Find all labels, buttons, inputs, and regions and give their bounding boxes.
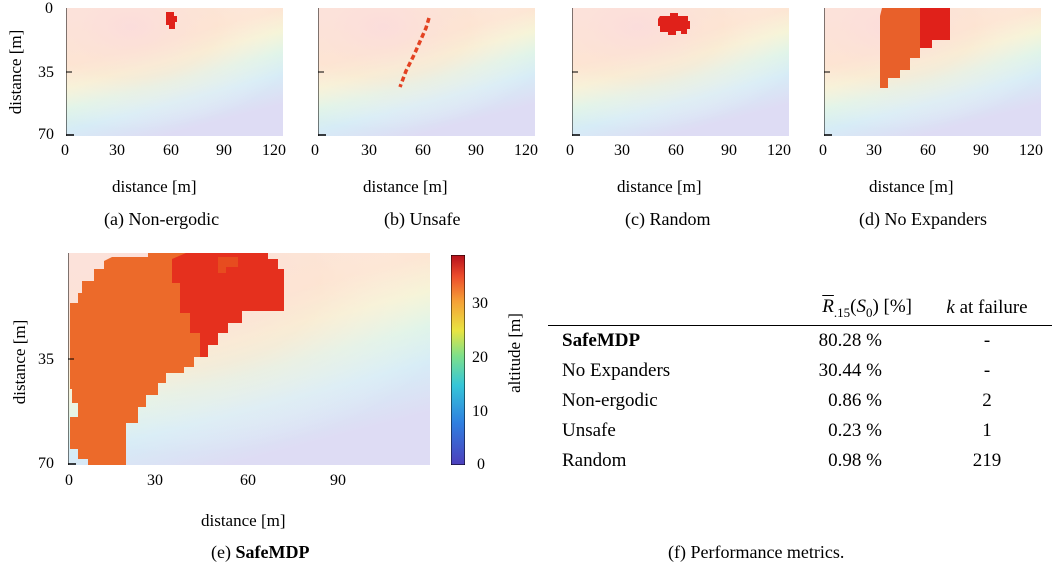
colorbar-tick: 20 (472, 349, 488, 366)
colorbar-tick: 30 (472, 295, 488, 312)
y-axis-label: distance [m] (10, 319, 29, 405)
xtick: 90 (468, 142, 484, 159)
colorbar-label: altitude [m] (505, 313, 524, 393)
method-cell: No Expanders (562, 360, 671, 381)
ytick: 35 (38, 351, 54, 368)
caption-e: (e) SafeMDP (211, 542, 310, 562)
k-cell: - (983, 360, 991, 381)
caption-f: (f) Performance metrics. (668, 542, 845, 562)
xtick: 60 (240, 472, 256, 489)
k-cell: 1 (982, 420, 992, 441)
explored-region-high (172, 253, 284, 357)
xtick: 0 (566, 142, 574, 159)
y-axis-label: distance [m] (6, 29, 25, 115)
method-cell: SafeMDP (562, 330, 641, 351)
table-header-row: R.15(S0) [%] k at failure (548, 291, 1052, 326)
table-row: Random 0.98 % 219 (548, 446, 1052, 476)
performance-table: R.15(S0) [%] k at failure SafeMDP 80.28 … (548, 291, 1055, 476)
xtick: 0 (311, 142, 319, 159)
caption-c: (c) Random (625, 209, 711, 229)
method-cell: Non-ergodic (562, 390, 658, 411)
x-axis-label: distance [m] (201, 511, 286, 530)
k-cell: 2 (982, 390, 992, 411)
method-cell: Unsafe (562, 420, 616, 441)
header-reward: R.15(S0) [%] (822, 295, 912, 320)
table-row: Non-ergodic 0.86 % 2 (548, 386, 1052, 416)
explored-region (658, 13, 690, 35)
xtick: 60 (163, 142, 179, 159)
xtick: 0 (65, 472, 73, 489)
xtick: 60 (415, 142, 431, 159)
x-axis-label: distance [m] (617, 177, 702, 196)
colorbar (451, 255, 465, 465)
ytick: 35 (38, 64, 54, 81)
k-cell: - (983, 330, 991, 351)
xtick: 120 (262, 142, 286, 159)
explored-region (166, 12, 177, 29)
table-row: Unsafe 0.23 % 1 (548, 416, 1052, 446)
value-cell: 0.86 % (828, 390, 882, 411)
map-panel-e (68, 253, 430, 465)
xtick: 0 (61, 142, 69, 159)
k-cell: 219 (972, 450, 1002, 471)
xtick: 30 (866, 142, 882, 159)
header-empty (548, 291, 742, 326)
map-panel-a (66, 8, 283, 136)
xtick: 120 (767, 142, 791, 159)
value-cell: 80.28 % (818, 330, 882, 351)
ytick: 70 (38, 126, 54, 143)
value-cell: 30.44 % (818, 360, 882, 381)
xtick: 60 (668, 142, 684, 159)
xtick: 30 (361, 142, 377, 159)
table-row: SafeMDP 80.28 % - (548, 326, 1052, 357)
xtick: 90 (216, 142, 232, 159)
xtick: 120 (514, 142, 538, 159)
xtick: 0 (819, 142, 827, 159)
xtick: 120 (1019, 142, 1043, 159)
caption-d: (d) No Expanders (859, 209, 987, 229)
xtick: 90 (330, 472, 346, 489)
value-cell: 0.23 % (828, 420, 882, 441)
x-axis-label: distance [m] (363, 177, 448, 196)
colorbar-tick: 0 (477, 456, 485, 473)
method-cell: Random (562, 450, 627, 471)
xtick: 60 (920, 142, 936, 159)
ytick: 0 (45, 0, 53, 17)
explored-region-high (920, 8, 950, 48)
table-row: No Expanders 30.44 % - (548, 356, 1052, 386)
map-panel-d (824, 8, 1041, 136)
caption-b: (b) Unsafe (384, 209, 461, 229)
colorbar-tick: 10 (472, 403, 488, 420)
map-panel-c (572, 8, 789, 136)
xtick: 30 (109, 142, 125, 159)
x-axis-label: distance [m] (869, 177, 954, 196)
xtick: 30 (614, 142, 630, 159)
header-k-failure: k at failure (946, 297, 1028, 318)
value-cell: 0.98 % (828, 450, 882, 471)
caption-a: (a) Non-ergodic (104, 209, 220, 229)
ytick: 70 (38, 455, 54, 472)
xtick: 90 (973, 142, 989, 159)
map-panel-b (318, 8, 535, 136)
xtick: 90 (721, 142, 737, 159)
xtick: 30 (147, 472, 163, 489)
x-axis-label: distance [m] (112, 177, 197, 196)
